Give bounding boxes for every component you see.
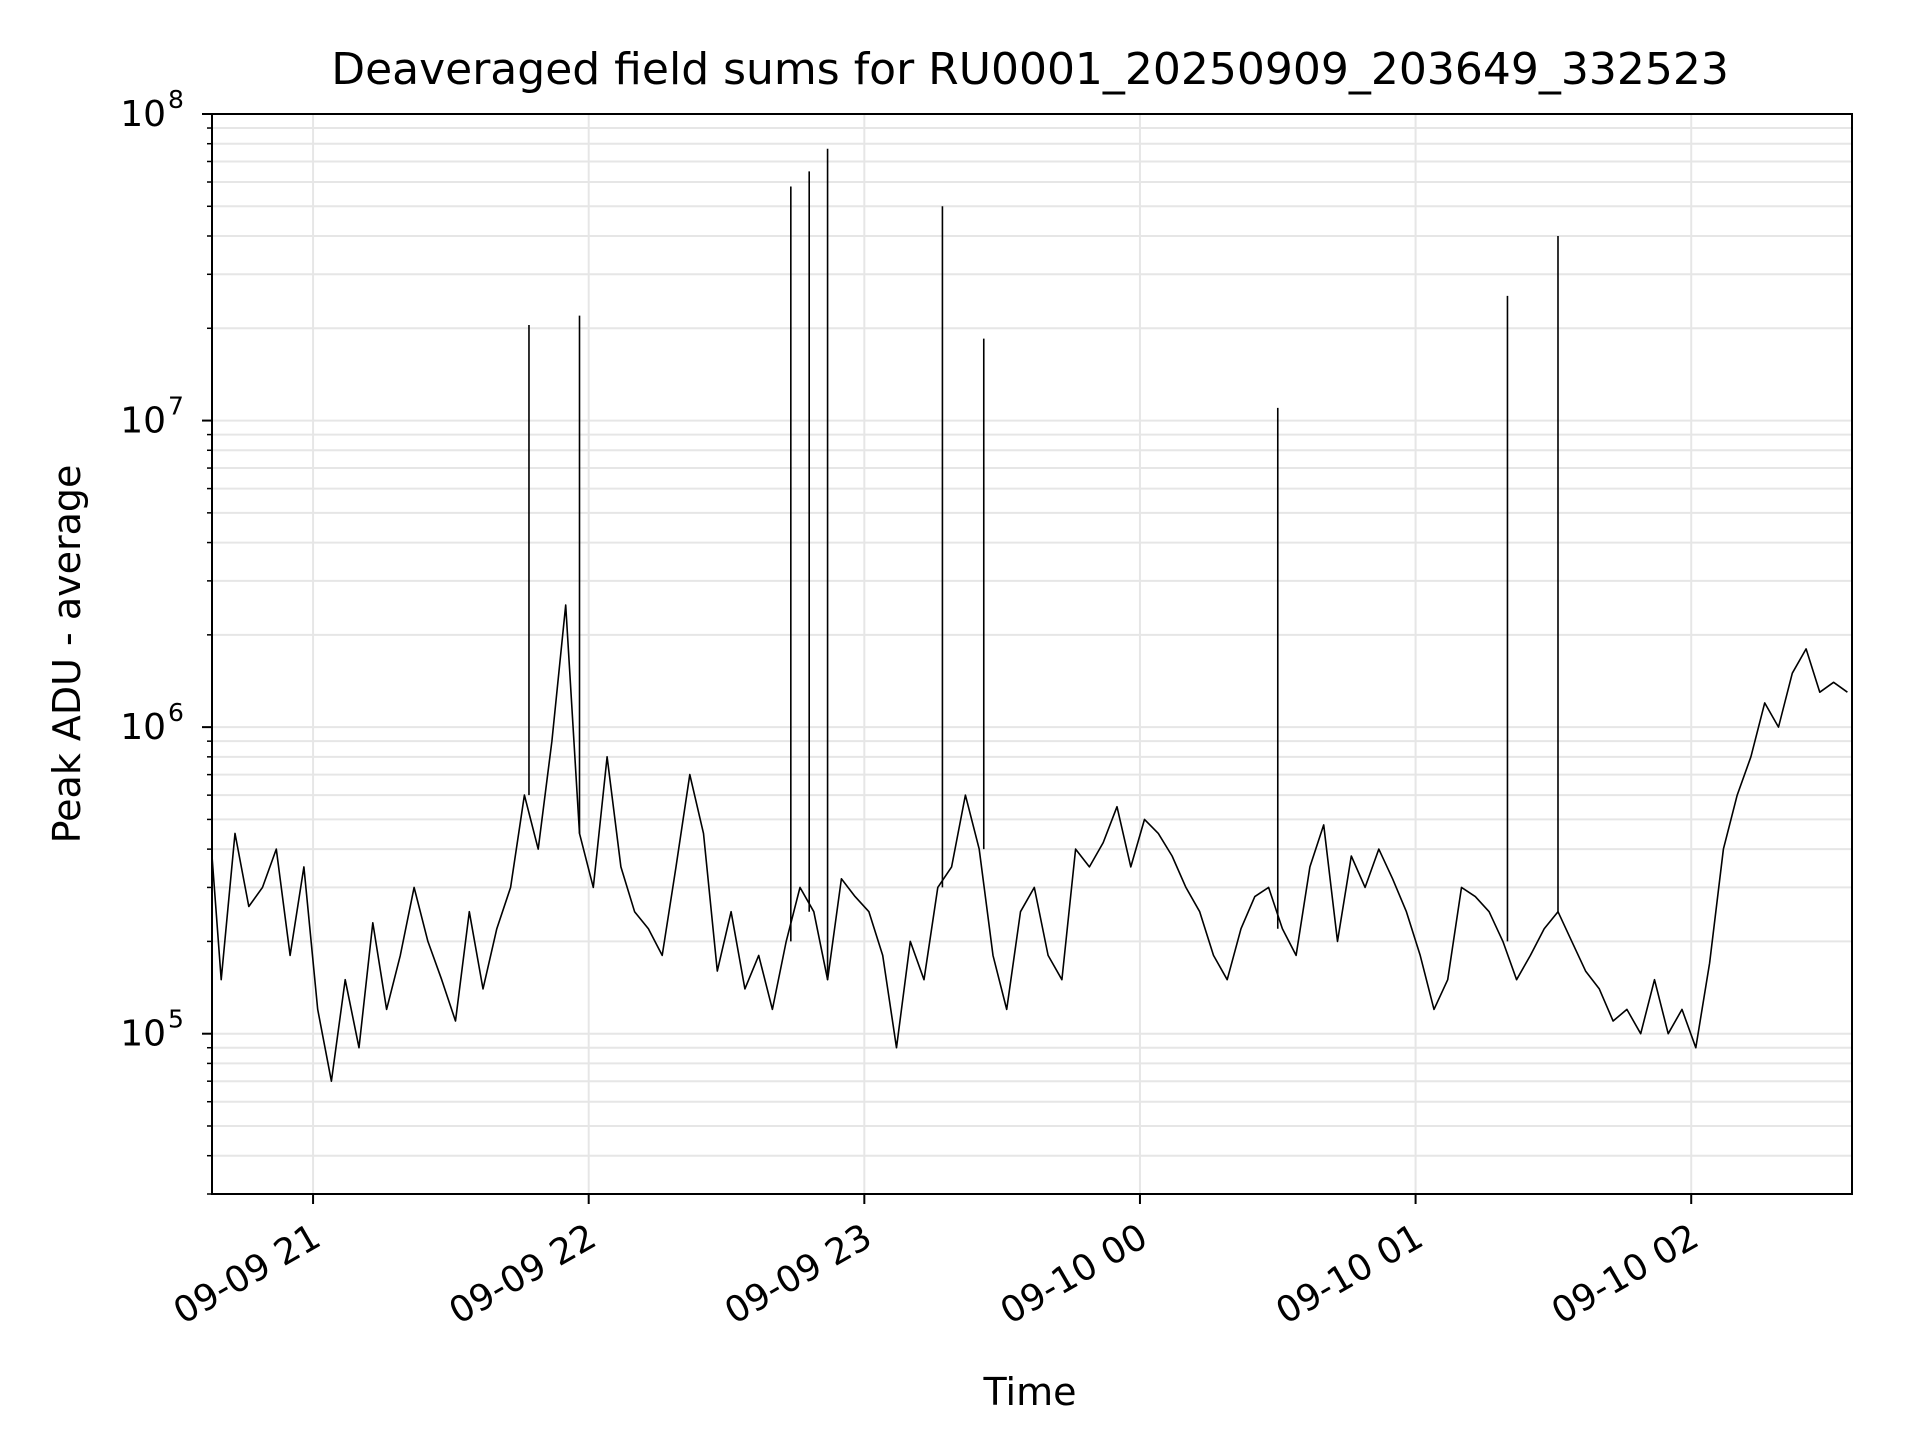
chart-title: Deaveraged field sums for RU0001_2025090… [331,44,1729,95]
y-tick-exponent: 7 [168,392,184,421]
y-tick-label: 10 [120,401,166,442]
y-tick-exponent: 6 [168,698,184,727]
x-axis-label: Time [983,1370,1077,1414]
y-axis-label: Peak ADU - average [45,465,89,844]
y-tick-label: 10 [120,707,166,748]
grid [212,113,1852,1195]
y-tick-label: 10 [120,94,166,135]
y-tick-label: 10 [120,1014,166,1055]
data-layer [211,148,1848,1082]
series-line [211,604,1848,1082]
plot-frame [211,113,1853,1195]
y-tick-exponent: 5 [168,1005,184,1034]
y-tick-exponent: 8 [168,85,184,114]
ticks [202,113,1693,1204]
